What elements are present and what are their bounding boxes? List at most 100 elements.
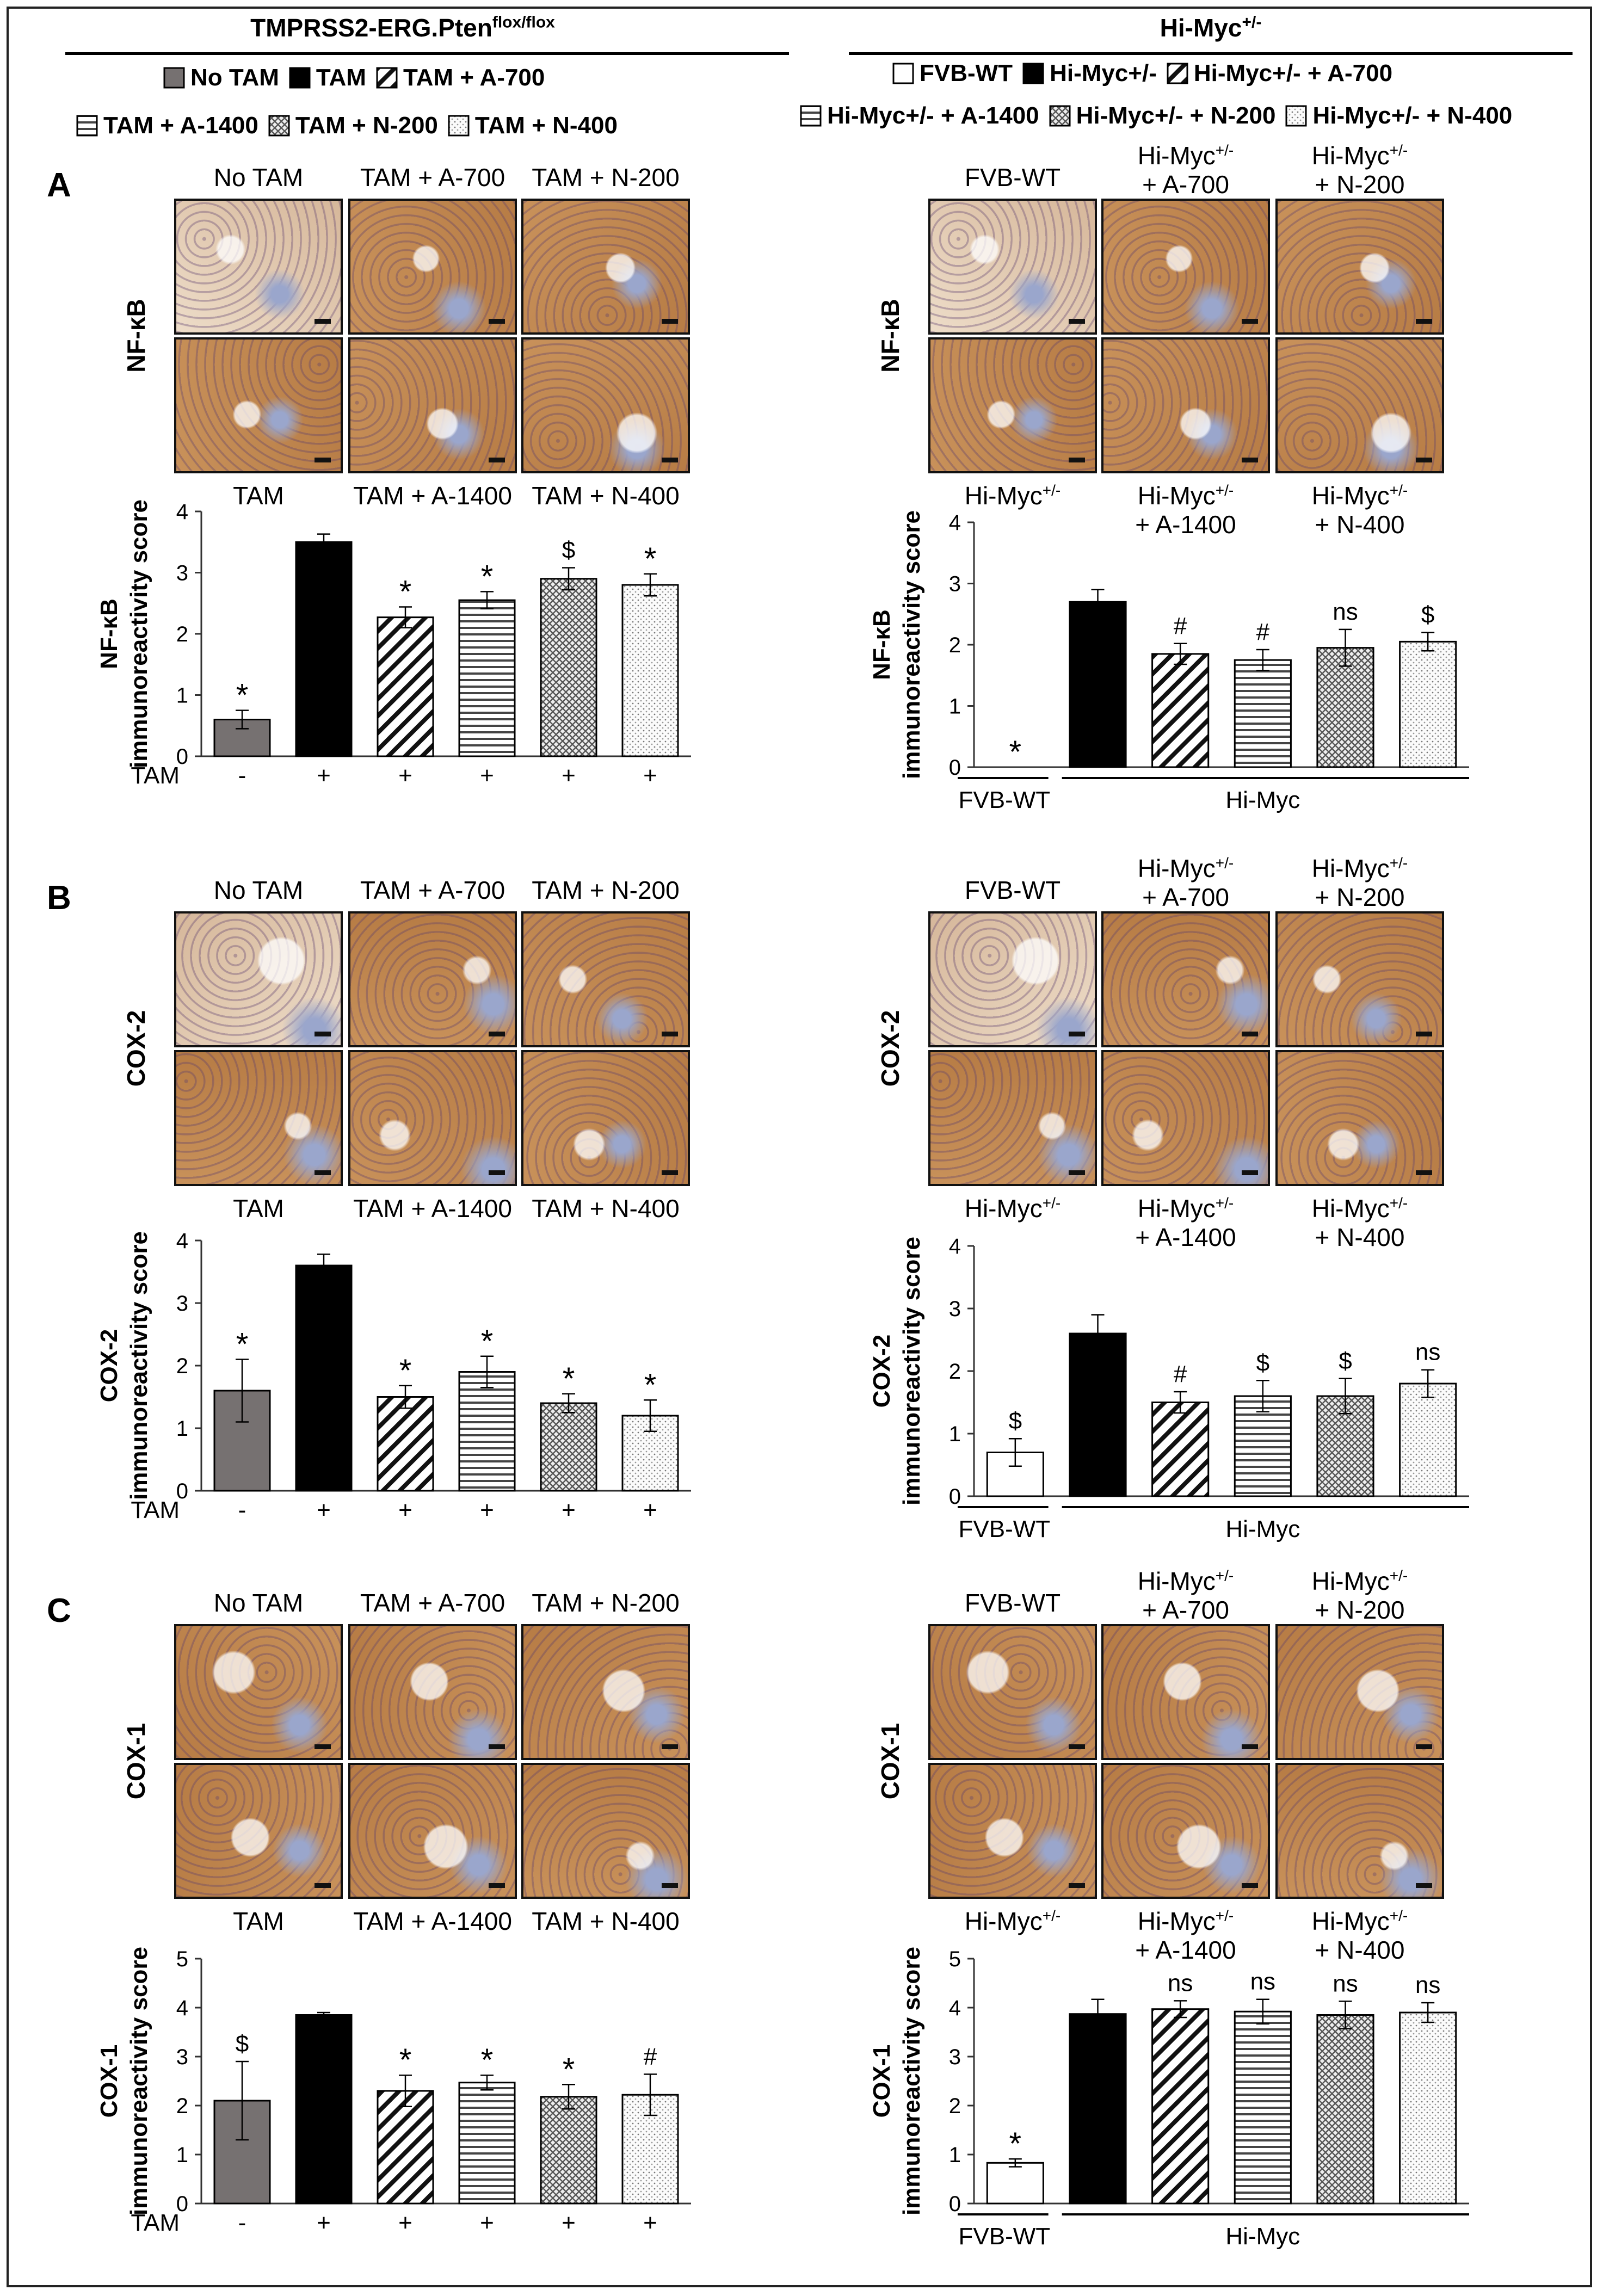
significance-label: ns <box>1415 1339 1440 1366</box>
scale-bar <box>1242 1032 1258 1036</box>
tam-value: + <box>317 1497 331 1523</box>
image-label-line: FVB-WT <box>964 876 1061 904</box>
y-tick-label: 0 <box>949 2192 961 2216</box>
left-micrograph-bottom-1 <box>174 1050 343 1186</box>
legend-item-tam: TAM <box>289 64 366 91</box>
diag-swatch-icon <box>376 67 398 89</box>
y-tick-label: 4 <box>949 1996 961 2020</box>
significance-label: * <box>1009 735 1022 770</box>
left-bottom-image-label: TAM + N-400 <box>510 1907 701 1936</box>
bar-chart-b-left: 0 1 2 3 4 COX-2 immunoreactivity score * * * * * TAM… <box>96 1229 691 1523</box>
right-micrograph-top-1 <box>928 911 1097 1047</box>
scale-bar <box>1242 319 1258 324</box>
legend-item-hi-myc-n-400: Hi-Myc+/- + N-400 <box>1285 102 1512 129</box>
y-tick-label: 5 <box>176 1947 188 1971</box>
tam-value: + <box>562 1497 576 1523</box>
left-micrograph-top-3 <box>521 1624 690 1760</box>
y-tick-label: 3 <box>949 2045 961 2069</box>
image-label-line: Hi-Myc+/- <box>1311 141 1408 170</box>
image-label-line: TAM <box>233 1907 284 1935</box>
bar <box>377 2090 434 2205</box>
bar <box>540 2096 597 2205</box>
y-tick-label: 2 <box>949 1360 961 1384</box>
left-bottom-image-label: TAM <box>163 1194 354 1223</box>
image-label-line: Hi-Myc+/- <box>1311 1907 1408 1935</box>
significance-label: * <box>644 541 657 577</box>
bar <box>377 616 434 757</box>
scale-bar <box>489 1032 505 1036</box>
scale-bar <box>489 458 505 462</box>
image-label-line: Hi-Myc+/- <box>1137 1907 1234 1935</box>
left-top-image-label: TAM + N-200 <box>510 163 701 192</box>
y-axis-label: COX-1 <box>868 2045 895 2118</box>
left-group-title: TMPRSS2-ERG.Ptenflox/flox <box>250 13 555 42</box>
image-label-line: TAM + N-200 <box>532 1589 680 1617</box>
significance-label: # <box>1256 619 1270 645</box>
scale-bar <box>662 319 678 324</box>
left-top-image-label: TAM + N-200 <box>510 1589 701 1618</box>
significance-label: * <box>481 1324 494 1359</box>
y-tick-label: 0 <box>949 756 961 780</box>
y-tick-label: 3 <box>176 561 188 585</box>
left-stain-label: NF-κB <box>122 299 150 373</box>
right-bottom-image-label: Hi-Myc+/- + A-1400 <box>1090 482 1281 539</box>
image-label-line: Hi-Myc+/- <box>1137 482 1234 510</box>
weave-swatch-icon <box>1049 105 1071 127</box>
right-top-image-label: Hi-Myc+/- + A-700 <box>1090 854 1281 912</box>
bar <box>1151 653 1210 768</box>
tam-value: + <box>643 2209 657 2236</box>
right-micrograph-bottom-2 <box>1101 1050 1270 1186</box>
left-bottom-image-label: TAM <box>163 482 354 510</box>
left-micrograph-bottom-2 <box>348 1763 517 1899</box>
right-bottom-image-label: Hi-Myc+/- <box>917 482 1108 510</box>
significance-label: * <box>1009 2126 1022 2162</box>
grey-swatch-icon <box>163 67 185 89</box>
y-tick-label: 1 <box>176 684 188 708</box>
image-label-line: Hi-Myc+/- <box>1137 1194 1234 1223</box>
tam-value: + <box>480 1497 494 1523</box>
y-axis-label: NF-κB <box>96 598 122 669</box>
legend-item-hi-myc-a-1400: Hi-Myc+/- + A-1400 <box>800 102 1039 129</box>
legend-item-no-tam: No TAM <box>163 64 279 91</box>
scale-bar <box>315 1883 331 1888</box>
legend-item-hi-myc-n-200: Hi-Myc+/- + N-200 <box>1049 102 1275 129</box>
significance-label: * <box>481 2042 494 2078</box>
bar <box>1151 2008 1210 2205</box>
legend-label: TAM + N-400 <box>474 112 618 139</box>
legend-label: No TAM <box>190 64 279 91</box>
y-axis-label: immunoreactivity score <box>126 499 152 768</box>
significance-label: * <box>399 1353 412 1388</box>
significance-label: $ <box>562 537 575 564</box>
bar <box>986 2162 1044 2205</box>
bar <box>1234 659 1292 768</box>
legend-label: Hi-Myc+/- <box>1050 60 1157 87</box>
bar <box>1399 2011 1457 2205</box>
tam-value: + <box>562 762 576 789</box>
significance-label: $ <box>1421 602 1434 628</box>
right-stain-label: NF-κB <box>876 299 904 373</box>
tam-value: + <box>398 762 412 789</box>
y-axis-label: immunoreactivity score <box>126 1231 152 1500</box>
y-tick-label: 1 <box>176 2143 188 2167</box>
scale-bar <box>315 458 331 462</box>
figure-frame <box>7 7 1592 2287</box>
right-bottom-image-label: Hi-Myc+/- <box>917 1907 1108 1936</box>
image-label-line: + N-200 <box>1315 882 1405 911</box>
left-micrograph-bottom-3 <box>521 1763 690 1899</box>
tam-value: + <box>480 762 494 789</box>
left-stain-label: COX-1 <box>122 1723 150 1800</box>
legend-label: Hi-Myc+/- + N-400 <box>1312 102 1513 129</box>
panel-letter-b: B <box>47 879 71 917</box>
left-micrograph-top-1 <box>174 199 343 335</box>
left-title-rule <box>65 52 789 55</box>
right-bottom-image-label: Hi-Myc+/- + N-400 <box>1265 1194 1455 1252</box>
bar <box>1234 2010 1292 2205</box>
image-label-line: TAM + A-700 <box>360 1589 505 1617</box>
left-micrograph-top-1 <box>174 1624 343 1760</box>
significance-label: # <box>644 2043 657 2070</box>
image-label-line: Hi-Myc+/- <box>1137 141 1234 170</box>
tam-value: + <box>398 1497 412 1523</box>
legend-item-tam-n-200: TAM + N-200 <box>268 112 438 139</box>
significance-label: $ <box>1009 1408 1022 1434</box>
y-tick-label: 2 <box>949 2094 961 2118</box>
